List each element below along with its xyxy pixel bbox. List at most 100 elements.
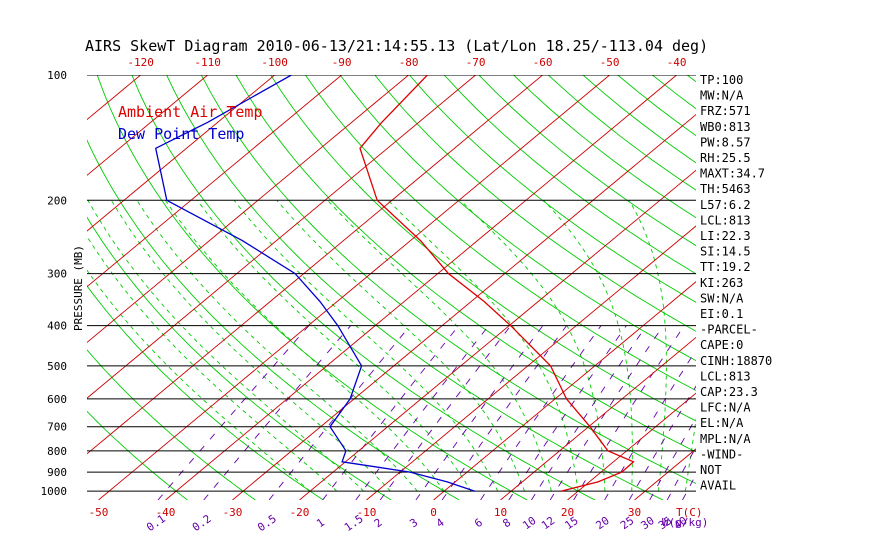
pressure-tick-label: 500 xyxy=(47,360,67,373)
bottom-temp-tick: -40 xyxy=(156,506,176,519)
moist-adiabat-line xyxy=(543,199,633,492)
pressure-tick-label: 700 xyxy=(47,421,67,434)
bottom-temp-tick: 10 xyxy=(494,506,507,519)
top-temperature-ticks: -120 -110 -100 -90 -80 -70 -60 -50 -40 xyxy=(127,56,686,69)
isotherm-line xyxy=(87,75,543,455)
mixing-ratio-line xyxy=(666,446,696,500)
mixing-ratio-line xyxy=(604,349,696,500)
mixing-ratio-tick: 40 xyxy=(671,514,689,532)
moist-adiabat-line xyxy=(327,199,552,492)
mixing-ratio-tick: 6 xyxy=(472,516,485,530)
pressure-tick-label: 600 xyxy=(47,393,67,406)
mixing-ratio-line xyxy=(682,473,696,500)
index-item: CAP:23.3 xyxy=(700,385,758,399)
mixing-ratio-line xyxy=(415,325,544,500)
isotherm-line xyxy=(87,75,409,344)
index-item: -PARCEL- xyxy=(700,323,758,337)
top-temp-tick: -50 xyxy=(600,56,620,69)
pressure-tick-label: 200 xyxy=(47,194,67,207)
dry-adiabat-line xyxy=(87,349,256,500)
index-item: TT:19.2 xyxy=(700,260,751,274)
isotherm-line xyxy=(87,75,476,399)
mixing-ratio-line xyxy=(322,325,460,500)
moist-adiabat-line xyxy=(387,199,579,492)
pressure-tick-label: 100 xyxy=(47,69,67,82)
dry-adiabat-line xyxy=(96,75,528,500)
moist-adiabat-line xyxy=(87,269,311,492)
bottom-temp-tick: 20 xyxy=(561,506,574,519)
isotherm-line xyxy=(769,75,870,500)
bottom-temp-tick: -10 xyxy=(357,506,377,519)
index-item: MW:N/A xyxy=(700,89,744,103)
index-item: RH:25.5 xyxy=(700,151,751,165)
top-temp-tick: -60 xyxy=(533,56,553,69)
index-item: MAXT:34.7 xyxy=(700,167,765,181)
index-item: LFC:N/A xyxy=(700,401,751,415)
isotherm-line xyxy=(87,75,275,232)
sounding-series xyxy=(154,75,635,492)
mixing-ratio-lines xyxy=(157,325,696,500)
dry-adiabat-line xyxy=(826,75,870,500)
isotherm-line xyxy=(232,114,696,500)
index-item: AVAIL xyxy=(700,479,736,493)
index-item: WB0:813 xyxy=(700,120,751,134)
bottom-temp-tick: -30 xyxy=(223,506,243,519)
chart-title: AIRS SkewT Diagram 2010-06-13/21:14:55.1… xyxy=(85,37,708,55)
index-item: PW:8.57 xyxy=(700,135,751,149)
moist-adiabat-line xyxy=(628,200,667,492)
moist-adiabat-line xyxy=(110,200,391,492)
pressure-tick-label: 1000 xyxy=(41,485,68,498)
mixing-ratio-tick: 0.2 xyxy=(190,512,214,534)
mixing-ratio-tick: 35 xyxy=(656,514,674,532)
index-item: KI:263 xyxy=(700,276,743,290)
dry-adiabat-line xyxy=(652,75,696,110)
bottom-temperature-ticks: -50 -40 -30 -20 -10 0 10 20 30 xyxy=(89,506,642,519)
plot-area xyxy=(0,75,870,500)
isotherm-line xyxy=(634,448,696,500)
index-item: L57:6.2 xyxy=(700,198,751,212)
index-item: LI:22.3 xyxy=(700,229,751,243)
isotherm-line xyxy=(836,75,870,500)
moist-adiabat-line xyxy=(87,235,338,492)
mixing-ratio-tick: 12 xyxy=(539,514,557,532)
mixing-ratio-line xyxy=(531,325,647,500)
isotherm-line xyxy=(0,75,7,500)
moist-adiabat-line xyxy=(276,200,525,492)
isotherm-line xyxy=(98,75,610,500)
top-temp-tick: -90 xyxy=(332,56,352,69)
index-item: EI:0.1 xyxy=(700,307,743,321)
bottom-temp-tick: -50 xyxy=(89,506,109,519)
index-item: TH:5463 xyxy=(700,182,751,196)
isotherm-line xyxy=(433,281,696,500)
moist-adiabat-line xyxy=(164,200,445,492)
moist-adiabat-line xyxy=(684,417,696,492)
moist-adiabat-line xyxy=(460,199,606,492)
mixing-ratio-tick: 2 xyxy=(372,516,385,530)
moist-adiabat-line xyxy=(87,200,365,492)
top-temp-tick: -80 xyxy=(399,56,419,69)
moist-adiabat-line xyxy=(136,200,418,492)
pressure-tick-label: 800 xyxy=(47,445,67,458)
index-item: -WIND- xyxy=(700,447,743,461)
mixing-ratio-tick: 25 xyxy=(618,514,636,532)
dry-adiabat-line xyxy=(339,75,696,362)
dry-adiabat-line xyxy=(87,410,188,500)
mixing-ratio-line xyxy=(508,325,627,500)
index-item: TP:100 xyxy=(700,73,743,87)
isotherms xyxy=(0,75,870,500)
pressure-tick-label: 300 xyxy=(47,268,67,281)
dry-adiabat-line xyxy=(791,75,870,500)
mixing-ratio-tick: 8 xyxy=(500,516,513,530)
mixing-ratio-line xyxy=(649,417,696,500)
index-item: NOT xyxy=(700,463,722,477)
legend-temperature: Ambient Air Temp xyxy=(118,103,263,121)
bottom-temp-tick: 0 xyxy=(430,506,437,519)
mixing-ratio-tick: 10 xyxy=(520,514,538,532)
mixing-ratio-tick: 1 xyxy=(314,516,327,530)
mixing-ratio-line xyxy=(628,385,696,500)
top-temp-tick: -120 xyxy=(127,56,154,69)
mixing-ratio-line xyxy=(549,325,664,500)
isotherm-line xyxy=(366,225,696,500)
